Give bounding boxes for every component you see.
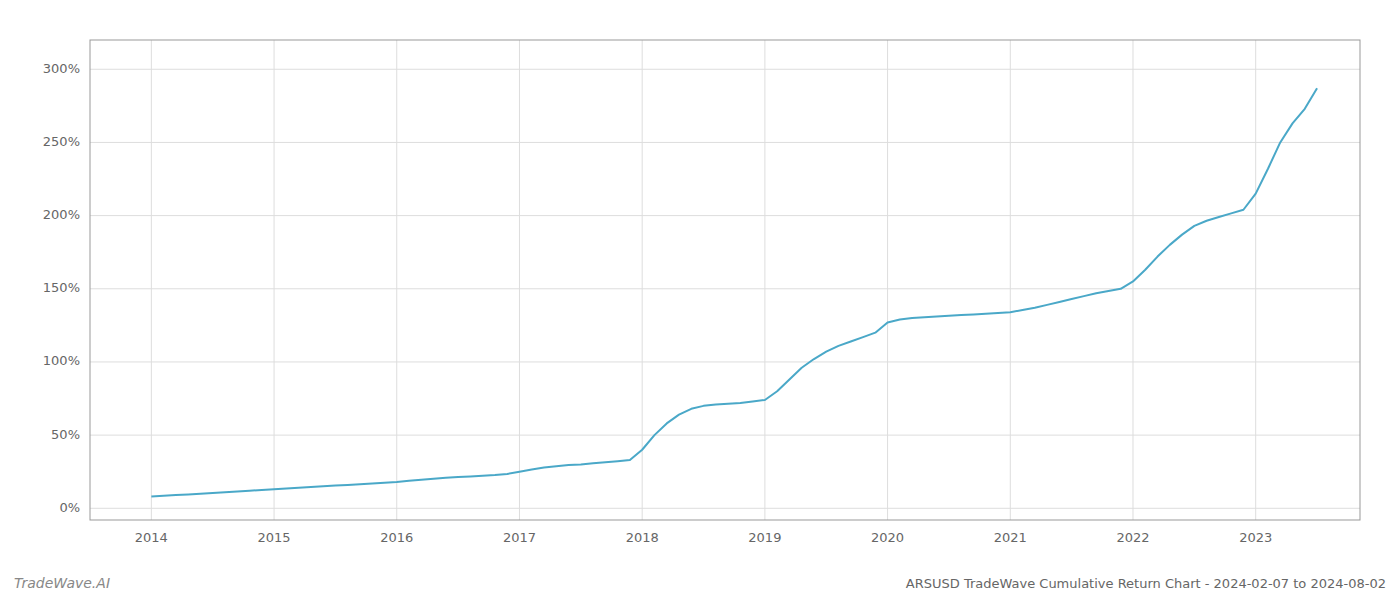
x-tick-label: 2020 bbox=[871, 530, 904, 545]
y-tick-label: 150% bbox=[43, 280, 80, 295]
y-grid-line bbox=[90, 435, 1360, 436]
x-tick-label: 2015 bbox=[258, 530, 291, 545]
y-tick-label: 0% bbox=[59, 500, 80, 515]
y-tick-label: 250% bbox=[43, 134, 80, 149]
x-grid-line bbox=[151, 40, 152, 520]
y-grid-line bbox=[90, 215, 1360, 216]
x-grid-line bbox=[1255, 40, 1256, 520]
x-grid-line bbox=[764, 40, 765, 520]
x-grid-line bbox=[887, 40, 888, 520]
y-grid-line bbox=[90, 69, 1360, 70]
y-grid-line bbox=[90, 288, 1360, 289]
x-grid-line bbox=[274, 40, 275, 520]
watermark: TradeWave.AI bbox=[14, 575, 110, 591]
line bbox=[151, 88, 1317, 496]
y-tick-label: 50% bbox=[51, 427, 80, 442]
x-tick-label: 2018 bbox=[626, 530, 659, 545]
x-grid-line bbox=[519, 40, 520, 520]
title: ARSUSD TradeWave Cumulative Return Chart… bbox=[906, 576, 1386, 591]
x-tick-label: 2021 bbox=[994, 530, 1027, 545]
x-grid-line bbox=[1010, 40, 1011, 520]
x-tick-label: 2016 bbox=[380, 530, 413, 545]
x-tick-label: 2023 bbox=[1239, 530, 1272, 545]
y-tick-label: 300% bbox=[43, 61, 80, 76]
y-grid-line bbox=[90, 361, 1360, 362]
y-grid-line bbox=[90, 508, 1360, 509]
series bbox=[151, 88, 1317, 496]
axes: 0% 50% 100% 150% 200% 250% 300% 2014 2015 2016 201… bbox=[43, 40, 1360, 545]
x-tick-label: 2014 bbox=[135, 530, 168, 545]
y-tick-label: 200% bbox=[43, 207, 80, 222]
x-tick-label: 2017 bbox=[503, 530, 536, 545]
x-grid-line bbox=[396, 40, 397, 520]
x-tick-label: 2022 bbox=[1116, 530, 1149, 545]
plot-frame bbox=[90, 40, 1360, 520]
y-grid-line bbox=[90, 142, 1360, 143]
chart: 0% 50% 100% 150% 200% 250% 300% 2014 2015 2016 201… bbox=[0, 0, 1400, 600]
x-tick-label: 2019 bbox=[748, 530, 781, 545]
y-tick-label: 100% bbox=[43, 353, 80, 368]
grid bbox=[90, 40, 1360, 520]
